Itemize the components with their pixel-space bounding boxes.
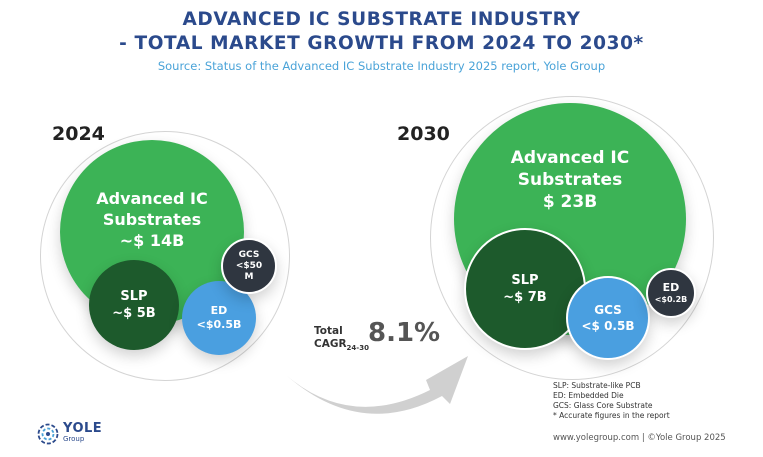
logo-wordmark: YOLE xyxy=(63,421,103,436)
note-accuracy: * Accurate figures in the report xyxy=(553,411,670,420)
year-2030-label: 2030 xyxy=(397,123,450,145)
main-2030-line2: Substrates xyxy=(517,170,623,190)
growth-arrow-icon xyxy=(286,356,468,414)
ed-2030-label: ED xyxy=(662,281,680,294)
title-line-1: ADVANCED IC SUBSTRATE INDUSTRY xyxy=(182,9,581,30)
main-2024-value: ~$ 14B xyxy=(119,230,185,250)
logo-subtext: Group xyxy=(63,435,85,443)
main-2024-line1: Advanced IC xyxy=(96,188,208,208)
ed-2030-value: <$0.2B xyxy=(654,295,688,304)
slp-2024-value: ~$ 5B xyxy=(112,306,156,321)
cagr-label-sub: 24-30 xyxy=(346,344,369,353)
title-line-2: - TOTAL MARKET GROWTH FROM 2024 TO 2030* xyxy=(119,33,644,54)
ed-2024-label: ED xyxy=(210,304,228,317)
gcs-2024-value: <$50 xyxy=(235,260,263,271)
gcs-2024-circle: GCS <$50 M xyxy=(221,238,277,294)
note-ed: ED: Embedded Die xyxy=(553,391,624,400)
cagr-label-line1: Total xyxy=(314,325,343,337)
gcs-2024-unit: M xyxy=(244,271,254,282)
ed-2024-value: <$0.5B xyxy=(196,318,242,331)
gcs-2030-label: GCS xyxy=(594,303,622,317)
cagr-label: Total CAGR24-30 xyxy=(314,325,369,355)
year-2024-label: 2024 xyxy=(52,123,105,145)
main-2030-value: $ 23B xyxy=(542,192,598,212)
ring-2024 xyxy=(40,131,290,381)
gcs-2030-circle: GCS <$ 0.5B xyxy=(566,276,650,360)
gcs-2030-value: <$ 0.5B xyxy=(581,319,635,333)
slp-2030-label: SLP xyxy=(511,273,539,288)
ring-2030 xyxy=(430,96,714,380)
note-slp: SLP: Substrate-like PCB xyxy=(553,381,641,390)
main-2024-line2: Substrates xyxy=(102,209,202,229)
slp-2030-value: ~$ 7B xyxy=(503,290,547,305)
slp-2024-label: SLP xyxy=(120,289,148,304)
yole-logo-icon xyxy=(37,423,59,445)
yole-logo: YOLE Group xyxy=(37,421,103,445)
source-subtitle: Source: Status of the Advanced IC Substr… xyxy=(157,59,606,73)
cagr-label-line2: CAGR xyxy=(314,338,347,350)
abbreviation-notes: SLP: Substrate-like PCB ED: Embedded Die… xyxy=(553,381,670,421)
note-gcs: GCS: Glass Core Substrate xyxy=(553,401,653,410)
main-2030-line1: Advanced IC xyxy=(510,148,630,168)
slp-2024-circle: SLP ~$ 5B xyxy=(89,260,179,350)
ed-2030-circle: ED <$0.2B xyxy=(646,268,696,318)
footer-credit: www.yolegroup.com | ©Yole Group 2025 xyxy=(553,433,726,443)
cagr-value: 8.1% xyxy=(368,318,441,348)
gcs-2024-label: GCS xyxy=(238,249,260,260)
